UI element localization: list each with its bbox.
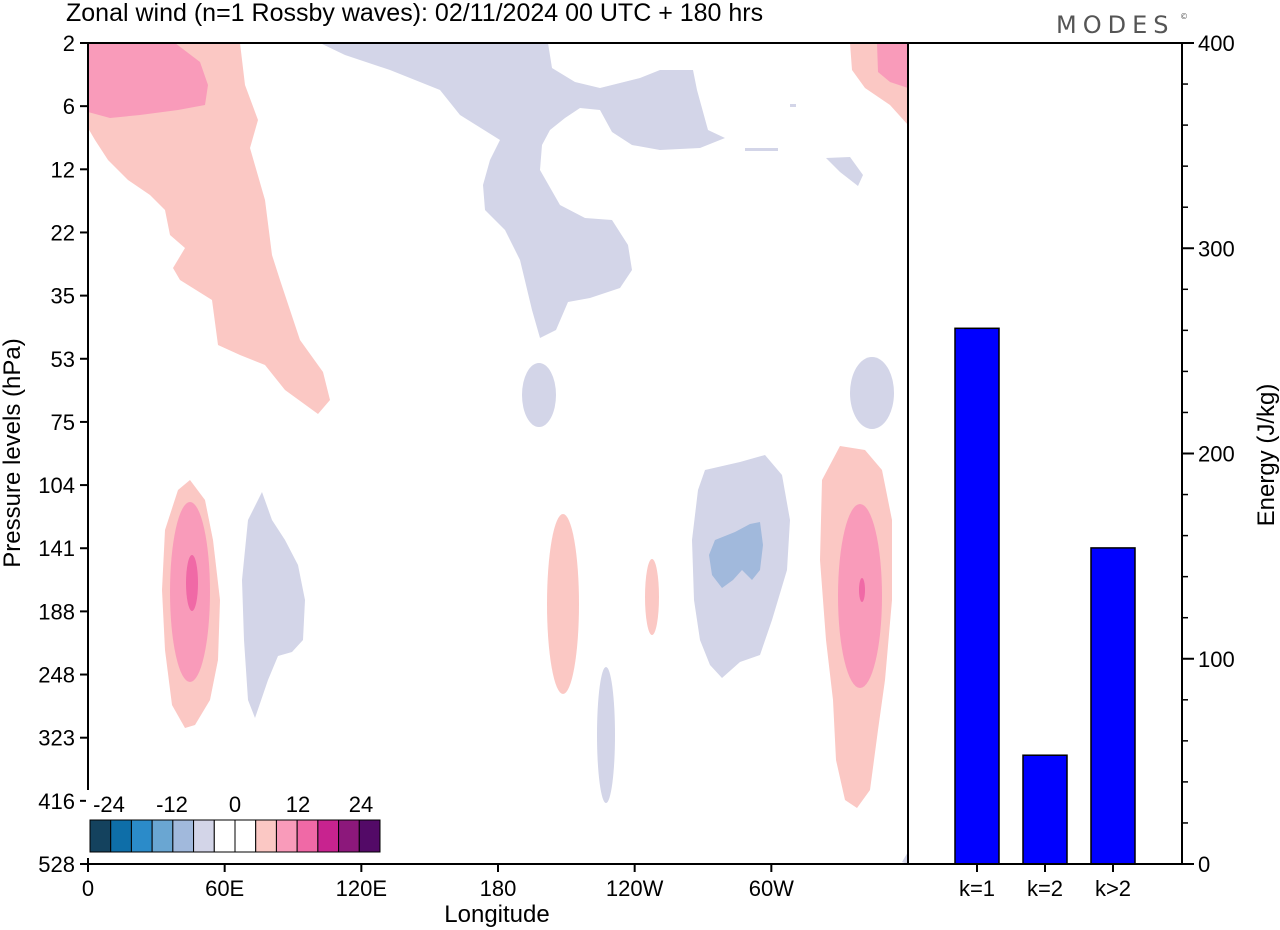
colorbar-swatch [338, 819, 360, 853]
colorbar-label: -12 [156, 792, 188, 817]
contour-positive-upper-left-core [88, 43, 208, 118]
y-tick-label: 35 [51, 284, 75, 309]
y-tick-label: 323 [38, 726, 75, 751]
energy-bar-k>2 [1090, 547, 1136, 865]
y-tick-label: 53 [51, 347, 75, 372]
energy-bars [954, 327, 1136, 865]
contour-negative-75e [242, 492, 305, 718]
y-tick-label: 2 [63, 31, 75, 56]
x-tick-label: 120E [336, 876, 387, 901]
contour-negative-285-core [709, 522, 763, 588]
y-tick-label: 104 [38, 473, 75, 498]
logo-copyright-mark: © [1180, 12, 1188, 21]
modes-logo: MODES [1056, 11, 1174, 39]
bar-x-axis: k=1 k=2 k>2 [959, 864, 1131, 901]
contour-negative-small-2 [826, 157, 863, 186]
colorbar-label: 0 [229, 792, 241, 817]
colorbar-swatch [89, 819, 112, 853]
bar-y-tick-label: 200 [1198, 442, 1235, 467]
colorbar-swatch [130, 819, 153, 853]
contour-positive-45e-core [186, 555, 198, 611]
contour-negative-247 [597, 667, 615, 803]
contour-negative-small-3 [790, 104, 796, 107]
bar-panel-frame [907, 42, 1183, 865]
colorbar-swatch [213, 819, 236, 853]
bar-y-tick-label: 100 [1198, 647, 1235, 672]
x-tick-label: 120W [606, 876, 664, 901]
colorbar-label: 12 [286, 792, 310, 817]
colorbar-label: -24 [93, 792, 125, 817]
colorbar-swatch [275, 819, 298, 853]
bar-y-axis: 0 100 200 300 400 [1182, 31, 1235, 877]
x-tick-label: 0 [82, 876, 94, 901]
heatmap-x-label: Longitude [444, 901, 549, 928]
heatmap-panel: 2 6 12 22 35 53 75 104 141 188 248 323 416 528 0 60E 12… [0, 31, 909, 928]
colorbar-swatch [193, 819, 215, 853]
y-tick-label: 75 [51, 410, 75, 435]
y-tick-label: 528 [38, 852, 75, 877]
y-tick-label: 188 [38, 599, 75, 624]
heatmap-x-axis: 0 60E 120E 180 120W 60W [82, 864, 794, 901]
bar-y-tick-label: 300 [1198, 236, 1235, 261]
bar-category-label: k=2 [1027, 876, 1063, 901]
energy-bar-panel: 0 100 200 300 400 k=1 k=2 k>2 Energy (J/kg) [907, 31, 1280, 901]
contour-positive-upper-left [88, 43, 330, 414]
colorbar-swatch [151, 819, 174, 853]
chart-title: Zonal wind (n=1 Rossby waves): 02/11/202… [66, 0, 763, 27]
x-tick-label: 60W [749, 876, 794, 901]
bar-category-label: k>2 [1095, 876, 1131, 901]
contour-negative-blob-340 [850, 357, 894, 429]
y-tick-label: 416 [38, 789, 75, 814]
wind-contours [88, 43, 908, 864]
contour-positive-248 [645, 559, 659, 635]
colorbar: -24 -12 0 12 24 [86, 790, 384, 858]
y-tick-label: 12 [51, 157, 75, 182]
contour-negative-upper-band [320, 43, 725, 338]
contour-positive-208 [547, 514, 579, 694]
colorbar-swatch [317, 819, 340, 853]
contour-negative-small-1 [745, 148, 778, 151]
y-tick-label: 248 [38, 663, 75, 688]
y-tick-label: 22 [51, 220, 75, 245]
energy-bar-k=2 [1022, 754, 1068, 865]
contour-positive-upper-right-core [877, 43, 908, 88]
bar-y-tick-label: 400 [1198, 31, 1235, 56]
colorbar-swatch [255, 819, 277, 853]
colorbar-swatch [234, 819, 257, 853]
x-tick-label: 180 [480, 876, 517, 901]
contour-negative-speck [902, 852, 908, 864]
contour-positive-338-core [859, 578, 865, 602]
colorbar-swatch [296, 819, 319, 853]
y-tick-label: 6 [63, 94, 75, 119]
x-tick-label: 60E [205, 876, 244, 901]
heatmap-y-label: Pressure levels (hPa) [0, 338, 26, 567]
heatmap-y-axis: 2 6 12 22 35 53 75 104 141 188 248 323 416 528 [38, 31, 88, 877]
contour-negative-blob-195 [522, 363, 556, 427]
colorbar-swatch [172, 819, 195, 853]
y-tick-label: 141 [38, 536, 75, 561]
bar-y-tick-label: 0 [1198, 852, 1210, 877]
energy-bar-k=1 [954, 327, 1000, 865]
colorbar-swatch [110, 819, 132, 853]
bar-y-label: Energy (J/kg) [1253, 384, 1280, 527]
colorbar-label: 24 [349, 792, 373, 817]
colorbar-swatch [358, 819, 381, 853]
bar-category-label: k=1 [959, 876, 995, 901]
